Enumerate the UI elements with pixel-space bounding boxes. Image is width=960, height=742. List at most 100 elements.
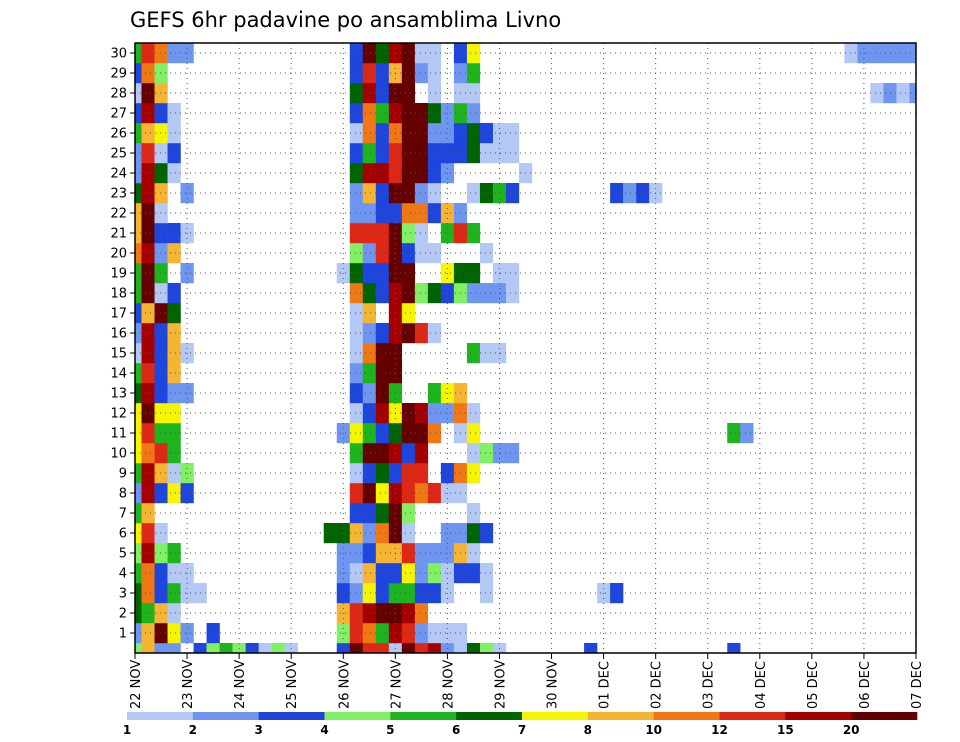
heatmap-cell	[375, 183, 390, 204]
heatmap-cell	[349, 523, 363, 544]
heatmap-cell	[349, 263, 363, 284]
heatmap-cell	[362, 323, 377, 344]
heatmap-cell	[610, 583, 624, 604]
heatmap-cell	[154, 243, 168, 264]
heatmap-cell	[135, 503, 142, 524]
heatmap-cell	[870, 43, 884, 64]
heatmap-cell	[401, 483, 416, 504]
heatmap-cell	[479, 523, 494, 544]
heatmap-cell	[466, 543, 481, 564]
heatmap-cell	[167, 363, 181, 384]
heatmap-cell	[141, 263, 155, 284]
heatmap-cell	[401, 543, 416, 564]
heatmap-cell	[258, 643, 272, 653]
heatmap-cell	[349, 43, 363, 64]
colorbar-segment	[653, 712, 720, 720]
heatmap-cell	[401, 143, 416, 164]
heatmap-cell	[727, 643, 741, 653]
heatmap-cell	[349, 363, 363, 384]
heatmap-cell	[427, 543, 442, 564]
y-tick-label: 4	[119, 567, 127, 582]
heatmap-cell	[349, 483, 363, 504]
heatmap-cell	[427, 583, 442, 604]
heatmap-cell	[505, 123, 520, 144]
y-tick-label: 5	[119, 547, 127, 562]
y-tick-label: 7	[119, 507, 127, 522]
heatmap-cell	[167, 543, 181, 564]
heatmap-cell	[141, 403, 155, 424]
heatmap-cell	[401, 443, 416, 464]
heatmap-cell	[375, 403, 390, 424]
heatmap-cell	[466, 263, 481, 284]
heatmap-cell	[896, 43, 910, 64]
heatmap-cell	[154, 623, 168, 644]
colorbar-label: 8	[584, 723, 592, 737]
heatmap-cell	[427, 143, 442, 164]
heatmap-cell	[375, 543, 390, 564]
heatmap-cell	[167, 463, 181, 484]
heatmap-cell	[362, 243, 377, 264]
heatmap-cell	[154, 283, 168, 304]
heatmap-cell	[154, 463, 168, 484]
heatmap-cell	[349, 603, 363, 624]
y-tick-label: 24	[110, 167, 127, 182]
heatmap-cell	[479, 123, 494, 144]
heatmap-cell	[414, 203, 429, 224]
heatmap-cell	[375, 323, 390, 344]
heatmap-cell	[245, 643, 259, 653]
heatmap-cell	[135, 43, 142, 64]
heatmap-cell	[414, 623, 429, 644]
heatmap-cell	[135, 623, 142, 644]
heatmap-cell	[154, 603, 168, 624]
y-tick-label: 2	[119, 607, 127, 622]
heatmap-cell	[375, 583, 390, 604]
heatmap-cell	[141, 203, 155, 224]
heatmap-cell	[375, 363, 390, 384]
heatmap-cell	[479, 343, 494, 364]
heatmap-cell	[375, 63, 390, 84]
heatmap-cell	[362, 483, 377, 504]
heatmap-cell	[479, 183, 494, 204]
heatmap-cell	[479, 563, 494, 584]
x-tick-label: 22 NOV	[129, 660, 144, 709]
heatmap-cell	[135, 363, 142, 384]
x-tick-label: 27 NOV	[389, 660, 404, 709]
heatmap-cell	[154, 143, 168, 164]
heatmap-cell	[141, 423, 155, 444]
heatmap-cell	[135, 423, 142, 444]
x-tick-label: 04 DEC	[754, 661, 769, 709]
y-tick-label: 29	[110, 67, 127, 82]
heatmap-cell	[135, 323, 142, 344]
heatmap-cell	[362, 203, 377, 224]
heatmap-cell	[375, 483, 390, 504]
heatmap-cell	[141, 123, 155, 144]
heatmap-cell	[401, 523, 416, 544]
heatmap-cell	[466, 503, 481, 524]
colorbar-label: 3	[254, 723, 262, 737]
heatmap-cell	[349, 143, 363, 164]
heatmap-cell	[167, 623, 181, 644]
heatmap-cell	[135, 523, 142, 544]
heatmap-cell	[375, 203, 390, 224]
heatmap-cells	[135, 43, 916, 653]
heatmap-cell	[167, 403, 181, 424]
heatmap-cell	[401, 203, 416, 224]
heatmap-cell	[362, 383, 377, 404]
heatmap-cell	[135, 583, 142, 604]
heatmap-cell	[349, 583, 363, 604]
colorbar-label: 6	[452, 723, 460, 737]
heatmap-cell	[135, 643, 142, 653]
heatmap-cell	[167, 323, 181, 344]
y-tick-label: 22	[110, 207, 127, 222]
heatmap-cell	[362, 343, 377, 364]
heatmap-cell	[141, 603, 155, 624]
heatmap-cell	[401, 603, 416, 624]
y-tick-label: 11	[110, 427, 127, 442]
heatmap-cell	[375, 243, 390, 264]
x-tick-label: 25 NOV	[285, 660, 300, 709]
heatmap-cell	[141, 483, 155, 504]
heatmap-cell	[362, 303, 377, 324]
colorbar-label: 10	[645, 723, 662, 737]
heatmap-cell	[401, 83, 416, 104]
heatmap-cell	[401, 123, 416, 144]
